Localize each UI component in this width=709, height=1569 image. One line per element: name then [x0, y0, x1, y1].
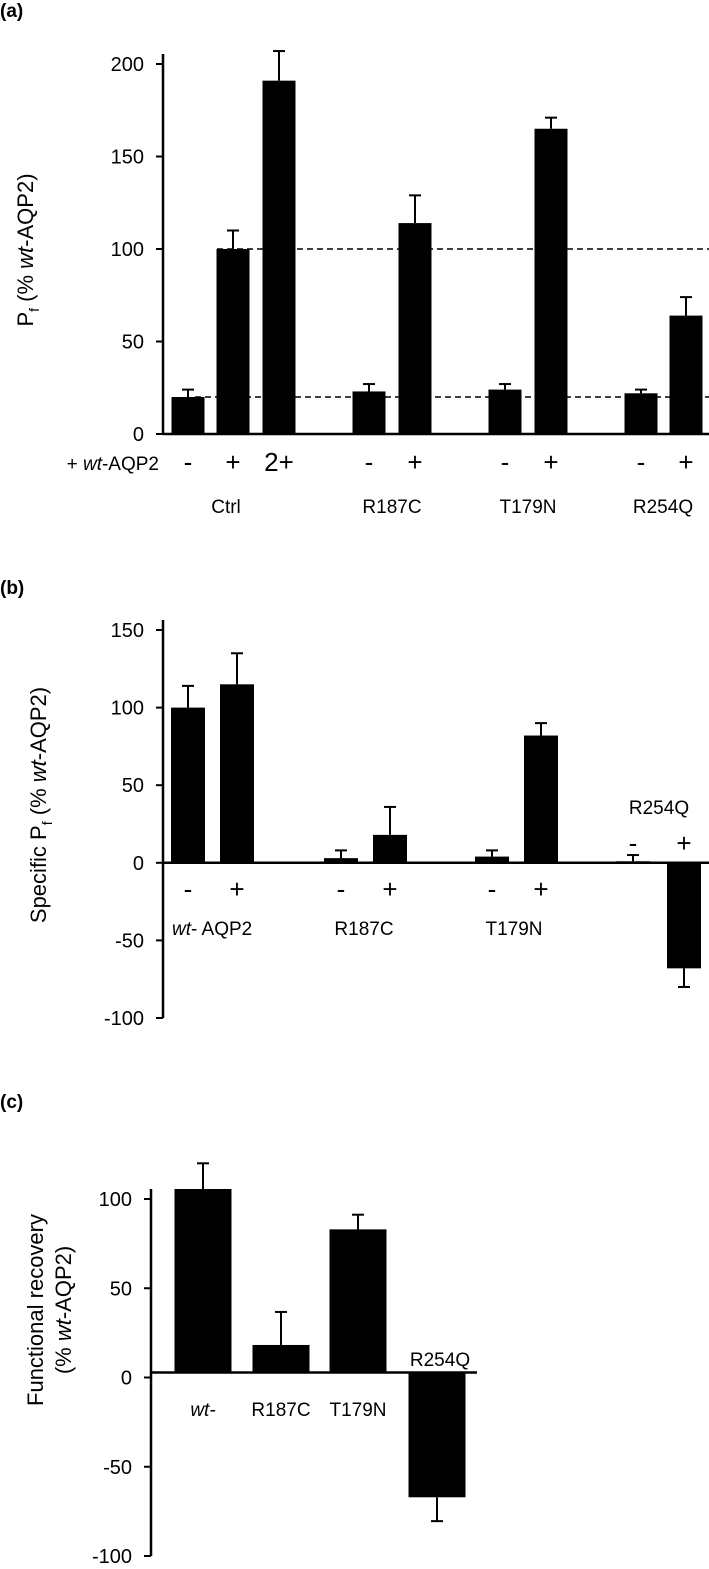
panel-c-category-label: T179N [329, 1400, 386, 1421]
panel-b-sign-label: - [337, 874, 346, 904]
panel-c-bar [408, 1372, 466, 1498]
panel-a-bar [624, 393, 658, 434]
panel-b-bar [616, 861, 650, 863]
panel-a-y-tick-label: 200 [111, 54, 144, 76]
panel-b-bar [475, 856, 509, 863]
panel-a-label: (a) [0, 1, 23, 22]
panel-c-category-label: R254Q [410, 1350, 470, 1371]
panel-a-group-label: Ctrl [211, 497, 241, 518]
panel-a-sign-label: - [501, 447, 510, 477]
panel-b-bar [524, 735, 558, 863]
panel-a-bar [534, 128, 568, 434]
panel-c-y-tick-label: -50 [103, 1457, 132, 1479]
panel-b-y-tick-label: 100 [111, 698, 144, 720]
panel-b-sign-label: + [533, 874, 548, 904]
panel-a-bar [398, 223, 432, 434]
panel-b-y-axis-label: Specific Pf (% wt-AQP2) [26, 687, 55, 923]
panel-b-sign-label: + [676, 828, 691, 858]
panel-a-bar [352, 391, 386, 434]
panel-c-y-tick-label: 0 [121, 1368, 132, 1390]
panel-c-category-label: R187C [251, 1400, 310, 1421]
panel-b-group-label-wt: wt- AQP2 [172, 919, 252, 940]
panel-a-y-tick-label: 100 [111, 239, 144, 261]
panel-a-bar [488, 389, 522, 434]
panel-b-bar [171, 707, 205, 863]
panel-b-bar [373, 834, 407, 863]
panel-b-group-label: R254Q [629, 798, 689, 819]
panel-a-sign-label: + [407, 447, 422, 477]
panel-c-y-tick-label: 100 [99, 1189, 132, 1211]
panel-a-group-label: R187C [362, 497, 421, 518]
panel-c-category-label: wt- [190, 1400, 215, 1421]
panel-b-sign-label: + [229, 874, 244, 904]
panel-a-sign-label: - [365, 447, 374, 477]
panel-a-sign-label: - [637, 447, 646, 477]
panel-c-label: (c) [0, 1092, 23, 1113]
panel-b-y-tick-label: -100 [104, 1008, 144, 1030]
panel-a-y-tick-label: 150 [111, 147, 144, 169]
panel-b-bar [667, 862, 701, 969]
panel-a-y-axis-label: Pf (% wt-AQP2) [13, 173, 42, 326]
panel-c-y-tick-label: -100 [92, 1546, 132, 1568]
panel-a-sign-label: + [543, 447, 558, 477]
panel-b-y-tick-label: -50 [115, 930, 144, 952]
panel-b-group-label: R187C [334, 919, 393, 940]
panel-a-sign-label: 2+ [264, 447, 294, 477]
panel-a-y-tick-label: 50 [122, 332, 144, 354]
panel-a-bar [216, 249, 250, 434]
panel-b-sign-label: + [382, 874, 397, 904]
panel-a-sign-label: + [225, 447, 240, 477]
panel-a-sign-label: + [678, 447, 693, 477]
panel-a-row-label: + wt-AQP2 [67, 454, 159, 475]
panel-a-y-tick-label: 0 [133, 424, 144, 446]
panel-b-group-label: T179N [485, 919, 542, 940]
panel-a-group-label: R254Q [633, 497, 693, 518]
panel-b-sign-label: - [184, 874, 193, 904]
panel-c-bar [174, 1189, 232, 1373]
panel-b-bar [220, 684, 254, 863]
panel-b-sign-label: - [629, 828, 638, 858]
panel-c-y-axis-label-line2: (% wt-AQP2) [51, 1246, 76, 1374]
panel-b-label: (b) [0, 578, 24, 599]
panel-b-bar [324, 858, 358, 863]
panel-a-group-label: T179N [499, 497, 556, 518]
panel-b-y-tick-label: 0 [133, 853, 144, 875]
panel-b-y-tick-label: 150 [111, 620, 144, 642]
panel-b-sign-label: - [488, 874, 497, 904]
panel-c-bar [329, 1229, 387, 1373]
panel-a-sign-label: - [184, 447, 193, 477]
panel-b-y-tick-label: 50 [122, 775, 144, 797]
panel-c-y-tick-label: 50 [110, 1278, 132, 1300]
panel-c-bar [252, 1344, 310, 1373]
panel-a-bar [171, 397, 205, 434]
panel-a-bar [262, 80, 296, 435]
panel-a-bar [669, 315, 703, 434]
panel-c-y-axis-label-line1: Functional recovery [23, 1214, 48, 1406]
